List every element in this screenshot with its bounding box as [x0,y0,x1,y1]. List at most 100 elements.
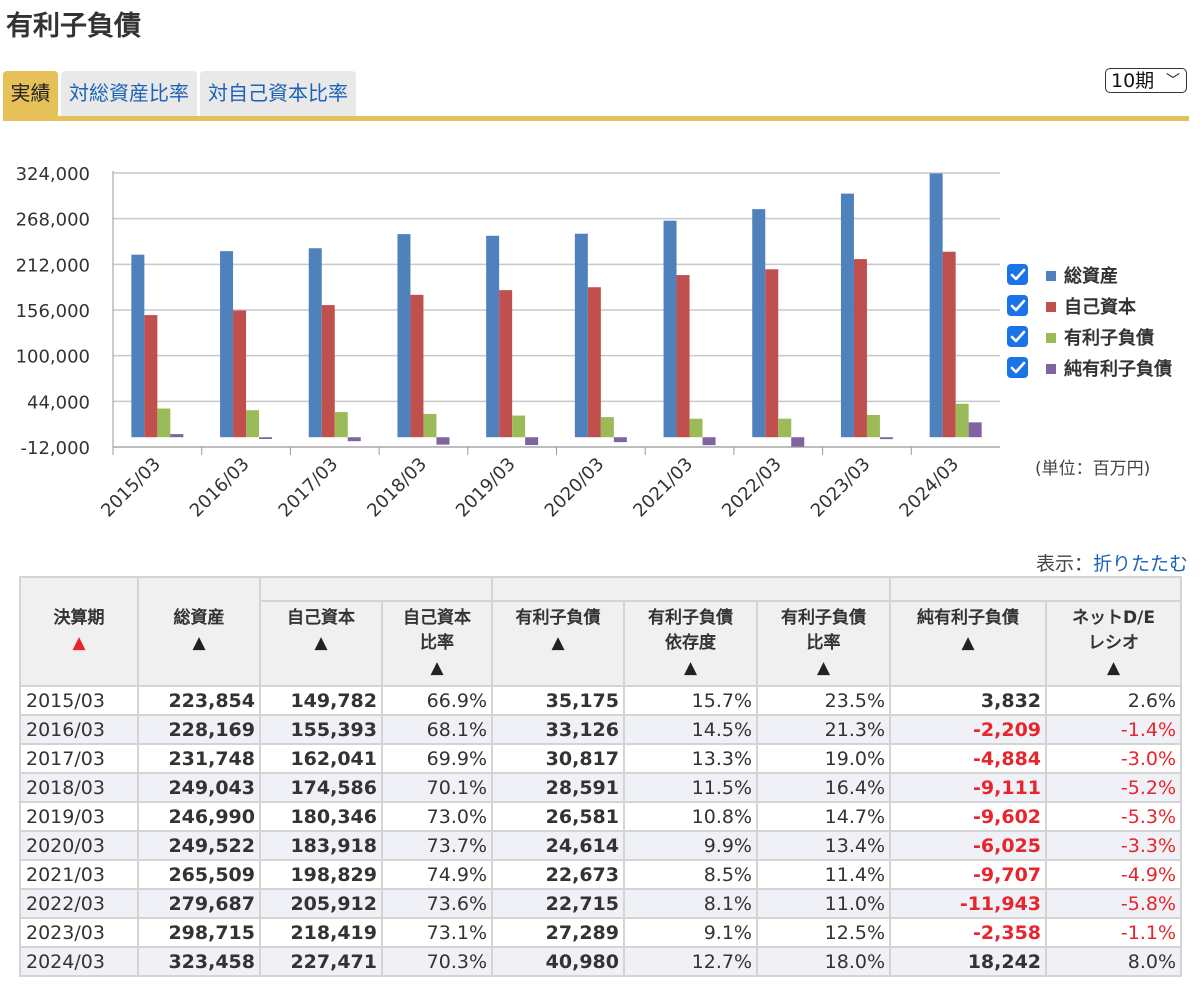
cell-debt-dependency: 12.7% [623,946,758,977]
bar-equity [765,269,779,438]
table-row: 2021/03 265,509 198,829 74.9% 22,673 8.5% 11.4… [19,859,1183,890]
collapse-link[interactable]: 折りたたむ [1092,553,1188,575]
bar-assets [486,235,500,438]
cell-net-de: -5.3% [1045,801,1183,832]
cell-equity-ratio: 70.1% [381,772,493,803]
bar-equity [410,294,424,438]
bar-net-debt [613,437,627,443]
y-tick-label: -12,000 [21,438,90,459]
cell-equity-ratio: 70.3% [381,946,493,977]
bar-assets [220,251,234,438]
cell-assets: 279,687 [137,888,261,919]
bar-debt [423,413,437,438]
cell-net-de: -3.3% [1045,830,1183,861]
financial-table: 決算期 ▲ 総資産 ▲ 自己資本 ▲ 自己資本 比率 ▲ 有利子負債 [19,576,1183,977]
cell-assets: 265,509 [137,859,261,890]
cell-assets: 223,854 [137,685,261,716]
check-icon [1010,299,1026,312]
cell-assets: 228,169 [137,714,261,745]
bar-equity [676,275,690,438]
cell-equity-ratio: 73.6% [381,888,493,919]
legend-label: 自己資本 [1064,296,1136,318]
header-equity-ratio-line1: 自己資本 [403,608,471,628]
header-period[interactable]: 決算期 ▲ [19,576,139,687]
y-tick-label: 212,000 [16,255,90,276]
header-assets[interactable]: 総資産 ▲ [137,576,261,687]
cell-debt-ratio: 21.3% [755,714,892,745]
legend-item[interactable]: 有利子負債 [1007,326,1154,349]
header-net-debt[interactable]: 純有利子負債 ▲ [889,600,1048,687]
header-net-de[interactable]: ネットD/E レシオ ▲ [1045,600,1183,687]
legend-label: 有利子負債 [1064,327,1154,349]
cell-net-debt: -11,943 [889,888,1048,919]
cell-debt: 33,126 [491,714,625,745]
table-row: 2022/03 279,687 205,912 73.6% 22,715 8.1% 11.0… [19,888,1183,919]
legend-item[interactable]: 純有利子負債 [1007,357,1172,380]
table-row: 2019/03 246,990 180,346 73.0% 26,581 10.8% 14.… [19,801,1183,832]
cell-equity: 183,918 [259,830,383,861]
tab-asset-ratio[interactable]: 対総資産比率 [61,71,197,116]
sort-up-icon: ▲ [816,658,831,678]
period-select-value: 10期 [1111,70,1155,92]
bar-net-debt [259,437,273,440]
cell-period: 2016/03 [19,714,139,745]
cell-debt-ratio: 18.0% [755,946,892,977]
sort-up-icon: ▲ [961,633,975,653]
cell-net-de: 2.6% [1045,685,1183,716]
page-title: 有利子負債 [6,11,141,42]
bar-equity [233,310,247,438]
cell-net-debt: -9,707 [889,859,1048,890]
cell-assets: 323,458 [137,946,261,977]
cell-net-de: -5.2% [1045,772,1183,803]
x-tick-label: 2024/03 [895,454,963,522]
cell-net-debt: -4,884 [889,743,1048,774]
sort-up-icon: ▲ [551,633,565,653]
bar-net-debt [702,437,716,446]
cell-net-de: -4.9% [1045,859,1183,890]
bar-chart: 324,000 268,000 212,000 156,000 100,000 44,00… [16,164,1172,522]
bar-assets [663,220,677,438]
bar-debt [157,408,171,438]
bar-assets [574,233,588,438]
bar-assets [397,234,411,438]
legend-swatch [1046,302,1056,312]
header-equity[interactable]: 自己資本 ▲ [259,600,383,687]
cell-equity: 218,419 [259,917,383,948]
cell-net-debt: 3,832 [889,685,1048,716]
cell-net-debt: -2,358 [889,917,1048,948]
header-debt[interactable]: 有利子負債 ▲ [491,600,625,687]
cell-equity: 174,586 [259,772,383,803]
tab-equity-ratio[interactable]: 対自己資本比率 [200,71,356,116]
header-debt-ratio[interactable]: 有利子負債 比率 ▲ [755,600,892,687]
cell-equity-ratio: 73.1% [381,917,493,948]
bar-net-debt [436,437,450,445]
bar-equity [321,305,335,438]
cell-net-debt: 18,242 [889,946,1048,977]
bar-equity [499,290,513,438]
cell-debt-dependency: 11.5% [623,772,758,803]
legend-item[interactable]: 総資産 [1007,264,1118,287]
cell-equity-ratio: 68.1% [381,714,493,745]
unit-label: (単位：百万円) [1035,459,1150,479]
legend-label: 総資産 [1064,265,1118,287]
tab-actual[interactable]: 実績 [3,71,58,116]
period-select[interactable]: 10期 ﹀ [1105,68,1187,93]
cell-debt: 22,673 [491,859,625,890]
header-debt-dependency[interactable]: 有利子負債 依存度 ▲ [623,600,758,687]
x-tick-label: 2016/03 [186,454,254,522]
cell-net-debt: -9,111 [889,772,1048,803]
cell-equity-ratio: 69.9% [381,743,493,774]
header-equity-ratio[interactable]: 自己資本 比率 ▲ [381,600,493,687]
cell-equity-ratio: 74.9% [381,859,493,890]
bar-net-debt [347,437,361,442]
x-tick-label: 2021/03 [629,454,697,522]
sort-up-icon: ▲ [1106,658,1121,678]
checkbox-icon [1007,357,1028,378]
y-tick-label: 156,000 [16,301,90,322]
x-tick-label: 2019/03 [452,454,520,522]
legend-item[interactable]: 自己資本 [1007,295,1136,318]
cell-debt: 24,614 [491,830,625,861]
x-tick-label: 2018/03 [363,454,431,522]
x-tick-label: 2017/03 [275,454,343,522]
cell-debt-dependency: 15.7% [623,685,758,716]
